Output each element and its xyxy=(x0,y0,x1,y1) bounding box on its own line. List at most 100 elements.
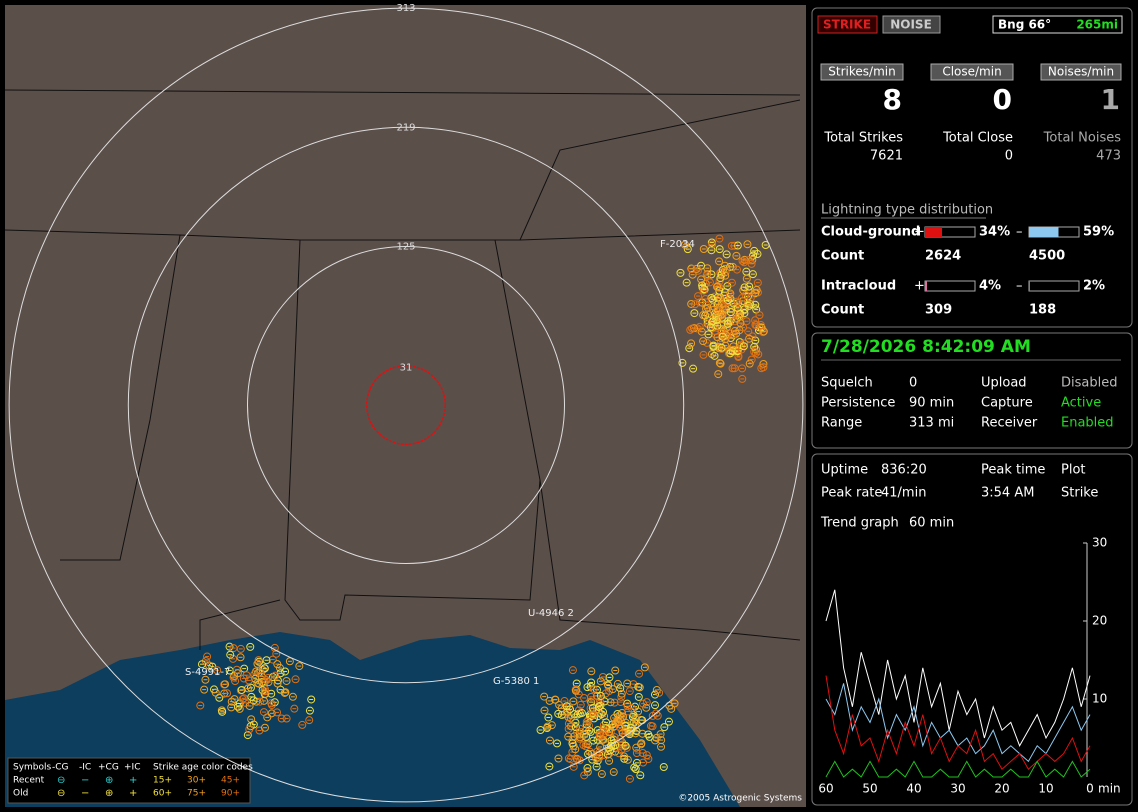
percent-bar xyxy=(925,281,927,291)
strike xyxy=(246,683,255,692)
strike xyxy=(225,642,234,651)
percent-label: 2% xyxy=(1083,279,1105,294)
strike xyxy=(282,676,291,685)
strike xyxy=(211,688,220,697)
strike xyxy=(700,285,709,294)
strike xyxy=(245,701,254,710)
strike xyxy=(629,680,638,689)
legend-symbol: − xyxy=(81,775,89,786)
strike xyxy=(732,251,741,260)
strike xyxy=(742,274,751,283)
strike xyxy=(702,304,711,313)
setting-label: Range xyxy=(821,416,862,431)
strike xyxy=(704,330,713,339)
strike xyxy=(594,712,603,721)
strike xyxy=(259,708,268,717)
strike xyxy=(678,358,687,367)
strike xyxy=(570,732,579,741)
strike xyxy=(305,706,314,715)
strike xyxy=(547,721,556,730)
strike xyxy=(221,680,230,689)
distribution-title: Lightning type distribution xyxy=(821,203,993,218)
strike xyxy=(625,687,634,696)
strike xyxy=(744,327,753,336)
strike xyxy=(738,374,747,383)
strike xyxy=(748,270,757,279)
strike xyxy=(728,364,737,373)
strike xyxy=(273,679,282,688)
strike xyxy=(627,704,636,713)
strike xyxy=(699,244,708,253)
strike xyxy=(616,684,625,693)
bearing: Bng 66° xyxy=(998,18,1051,32)
strike xyxy=(613,679,622,688)
strike xyxy=(593,726,602,735)
strike xyxy=(702,271,711,280)
trend-label: Trend graph xyxy=(820,516,899,531)
strike xyxy=(540,692,549,701)
count: 4500 xyxy=(1029,249,1065,264)
strike xyxy=(236,653,245,662)
strike-button[interactable] xyxy=(817,15,878,34)
strike xyxy=(743,240,752,249)
legend-symbol: − xyxy=(81,788,89,799)
strike xyxy=(553,739,562,748)
strike xyxy=(625,774,634,783)
total-value: 473 xyxy=(1096,149,1121,164)
strike xyxy=(747,355,756,364)
x-tick-label: 10 xyxy=(1038,782,1053,796)
strike xyxy=(545,736,554,745)
strike xyxy=(651,736,660,745)
strike xyxy=(752,285,761,294)
strike xyxy=(718,332,727,341)
strike xyxy=(751,300,760,309)
strike xyxy=(749,251,758,260)
legend-age: 15+ xyxy=(153,776,172,786)
rate-value: 0 xyxy=(993,83,1012,116)
strike xyxy=(642,698,651,707)
strike xyxy=(197,660,206,669)
strike xyxy=(644,730,653,739)
strike xyxy=(706,323,715,332)
stat-value: 41/min xyxy=(881,486,926,501)
legend-age: 75+ xyxy=(187,789,206,799)
strike xyxy=(596,742,605,751)
strike xyxy=(639,699,648,708)
x-tick-label: 30 xyxy=(950,782,965,796)
y-tick-label: 10 xyxy=(1092,692,1107,706)
legend-box xyxy=(7,757,251,804)
strike xyxy=(564,724,573,733)
strike xyxy=(687,339,696,348)
legend-age: 90+ xyxy=(221,789,240,799)
strike xyxy=(638,748,647,757)
strike xyxy=(703,338,712,347)
strike xyxy=(756,321,765,330)
strike xyxy=(759,327,768,336)
noise-button[interactable] xyxy=(882,15,941,34)
strike xyxy=(699,311,708,320)
rate-value: 8 xyxy=(883,83,902,116)
sign: + xyxy=(914,225,925,240)
percent-track xyxy=(1028,280,1080,292)
stat-value: 3:54 AM xyxy=(981,486,1034,501)
strike xyxy=(218,707,227,716)
strike xyxy=(720,261,729,270)
strike xyxy=(623,699,632,708)
total-value: 7621 xyxy=(870,149,903,164)
legend-symbol: + xyxy=(129,788,137,799)
stat-label: Plot xyxy=(1061,463,1086,478)
strike xyxy=(618,729,627,738)
strike xyxy=(554,754,563,763)
strike xyxy=(716,274,725,283)
legend-age: 60+ xyxy=(153,789,172,799)
strike xyxy=(683,245,692,254)
strike xyxy=(727,304,736,313)
strike xyxy=(571,686,580,695)
strike xyxy=(576,700,585,709)
stat-label: Peak rate xyxy=(821,486,882,501)
setting-label: Upload xyxy=(981,376,1027,391)
track-label: G-5380 1 xyxy=(493,676,539,687)
percent-label: 34% xyxy=(979,225,1010,240)
legend-header: Symbols xyxy=(13,763,52,773)
panel-counters xyxy=(811,7,1133,328)
